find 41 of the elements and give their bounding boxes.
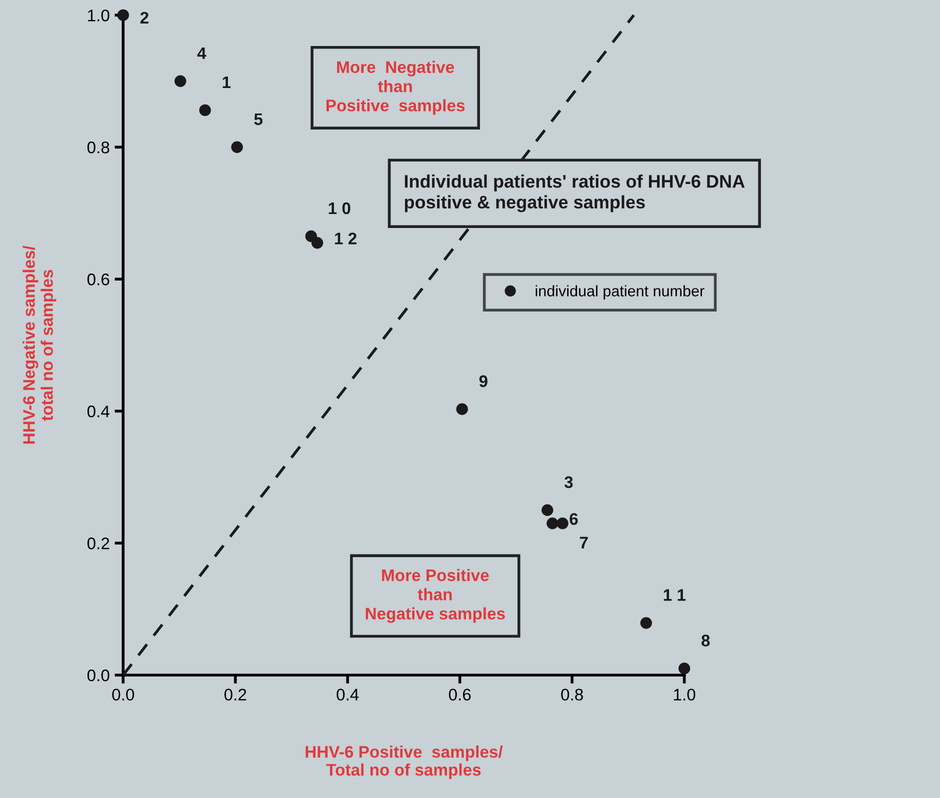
point [456,403,468,415]
annotation: 2 [140,12,148,24]
x-tick-label: 1.0 [674,688,696,701]
y-tick-label: 0.8 [87,142,110,154]
annotation: 1 0 [328,202,350,214]
point [546,517,558,530]
x-tick-label: 0.2 [224,688,246,701]
point [311,237,324,249]
annotation: 4 [197,47,206,59]
x-tick-label: 0.0 [112,688,134,701]
annotation: More Positive than Negative samples [366,568,505,623]
x-tick-label: 0.4 [336,688,359,701]
annotation: 1 [222,76,231,88]
annotation: Individual patients' ratios of HHV-6 DNA positive & negative samples [404,174,745,212]
y-axis-title: HHV-6 Negative samples/ total no of samples [22,246,56,444]
legend-label: individual patient number [536,285,704,300]
y-tick-label: 0.0 [87,670,110,682]
x-tick-label: 0.6 [448,688,471,701]
x-axis-title: HHV-6 Positive samples/ Total no of samples [306,746,503,779]
point [640,617,652,629]
annotation: 7 [580,536,588,548]
annotation: 3 [564,476,573,488]
point [231,141,243,153]
point [174,75,186,87]
y-tick-label: 0.4 [87,406,110,418]
point [678,662,690,674]
point [542,504,554,516]
annotation: 5 [254,113,263,126]
annotation: 6 [570,513,578,525]
y-tick-label: 0.6 [87,274,110,286]
point [556,517,568,530]
point [199,104,211,116]
y-tick-label: 1.0 [88,10,110,22]
annotation: More Negative than Positive samples [326,60,465,115]
annotation: 9 [479,375,488,388]
annotation: 8 [702,634,710,646]
annotation: 1 2 [335,232,356,244]
y-tick-label: 0.2 [87,538,110,550]
x-tick-label: 0.8 [561,688,583,701]
point [117,9,129,22]
annotation: 1 1 [664,589,686,601]
